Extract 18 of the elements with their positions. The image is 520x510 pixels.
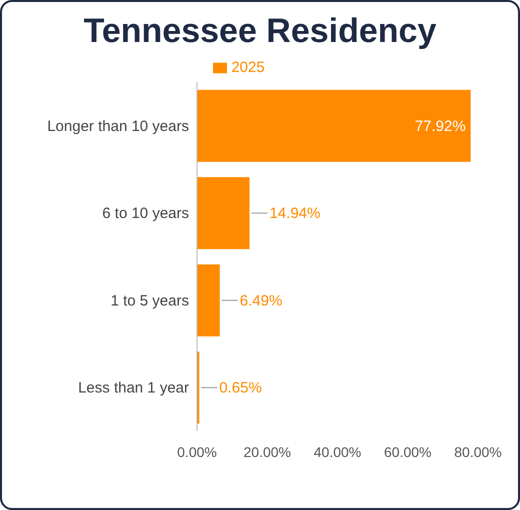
bar (197, 177, 250, 250)
bar (197, 90, 471, 162)
x-tick-label: 60.00% (384, 444, 432, 460)
y-tick-label: 6 to 10 years (102, 205, 189, 222)
data-label: 0.65% (219, 380, 262, 397)
x-tick-label: 20.00% (244, 444, 291, 460)
y-tick-label: Longer than 10 years (47, 118, 189, 135)
bar (197, 264, 220, 336)
x-tick-label: 80.00% (454, 444, 502, 460)
data-label: 14.94% (269, 205, 320, 222)
data-label: 77.92% (414, 118, 466, 135)
data-label: 6.49% (240, 292, 282, 310)
y-tick-label: 1 to 5 years (110, 292, 189, 310)
x-tick-label: 40.00% (314, 444, 362, 460)
legend-label: 2025 (231, 59, 265, 76)
y-tick-label: Less than 1 year (78, 380, 189, 397)
chart-title: Tennessee Residency (82, 12, 438, 51)
x-tick-label: 0.00% (177, 444, 217, 460)
